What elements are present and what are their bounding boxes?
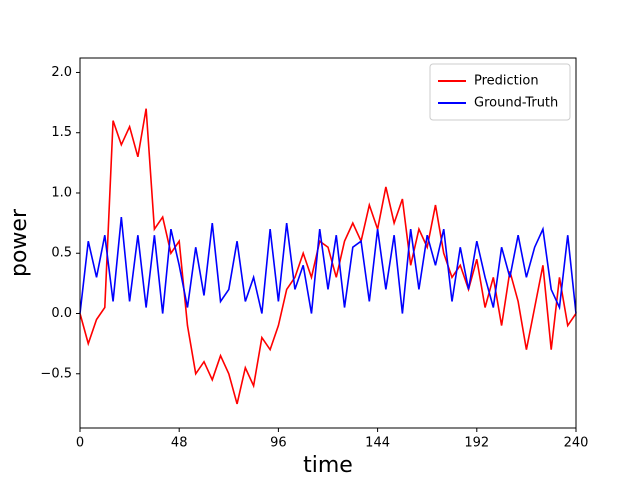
- legend-label: Prediction: [474, 74, 539, 89]
- plot-frame: [79, 57, 577, 429]
- x-tick-label: 192: [464, 436, 489, 451]
- y-tick-label: −0.5: [40, 366, 72, 381]
- data-line: [79, 108, 577, 405]
- y-tick-label: 2.0: [51, 65, 72, 80]
- x-tick-label: 240: [564, 436, 589, 451]
- x-tick-label: 0: [76, 436, 84, 451]
- legend-box: [429, 63, 571, 121]
- y-axis-label: power: [7, 208, 32, 277]
- y-tick-label: 1.0: [51, 185, 72, 200]
- legend-label: Ground-Truth: [474, 96, 558, 111]
- y-tick-label: 0.5: [51, 246, 72, 261]
- x-tick-label: 144: [365, 436, 390, 451]
- x-tick-label: 96: [270, 436, 287, 451]
- x-axis-label: time: [303, 453, 353, 478]
- data-line: [79, 217, 577, 314]
- y-tick-label: 1.5: [51, 125, 72, 140]
- x-tick-label: 48: [171, 436, 188, 451]
- y-tick-label: 0.0: [51, 306, 72, 321]
